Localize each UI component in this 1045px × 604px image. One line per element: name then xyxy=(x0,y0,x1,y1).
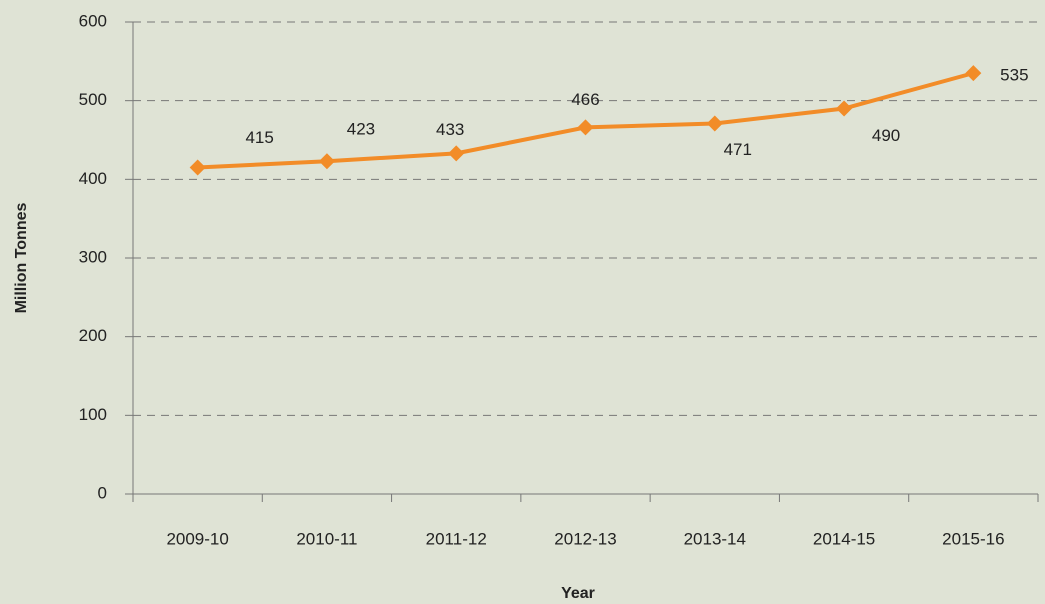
x-tick-label: 2010-11 xyxy=(296,529,357,548)
data-label: 423 xyxy=(347,120,375,139)
x-tick-label: 2011-12 xyxy=(426,529,487,548)
marker xyxy=(189,159,206,176)
y-axis-title: Million Tonnes xyxy=(13,203,30,314)
x-tick-label: 2013-14 xyxy=(684,529,746,548)
y-tick-label: 100 xyxy=(79,405,107,424)
x-tick-label: 2015-16 xyxy=(942,529,1004,548)
data-label: 466 xyxy=(571,90,599,109)
x-axis-title: Year xyxy=(561,585,595,602)
y-tick-label: 600 xyxy=(79,11,107,30)
y-tick-label: 300 xyxy=(79,247,107,266)
marker xyxy=(836,100,853,117)
marker xyxy=(448,145,465,162)
data-label: 433 xyxy=(436,120,464,139)
data-label: 415 xyxy=(245,128,273,147)
data-label: 471 xyxy=(724,140,752,159)
x-tick-label: 2014-15 xyxy=(813,529,875,548)
marker xyxy=(577,119,594,136)
x-tick-label: 2009-10 xyxy=(166,529,228,548)
data-label: 535 xyxy=(1000,66,1028,85)
marker xyxy=(706,115,723,132)
y-tick-label: 400 xyxy=(79,169,107,188)
y-tick-label: 500 xyxy=(79,90,107,109)
marker xyxy=(318,153,335,170)
y-tick-label: 0 xyxy=(98,483,107,502)
data-label: 490 xyxy=(872,126,900,145)
x-tick-label: 2012-13 xyxy=(554,529,616,548)
y-tick-label: 200 xyxy=(79,326,107,345)
marker xyxy=(965,65,982,82)
